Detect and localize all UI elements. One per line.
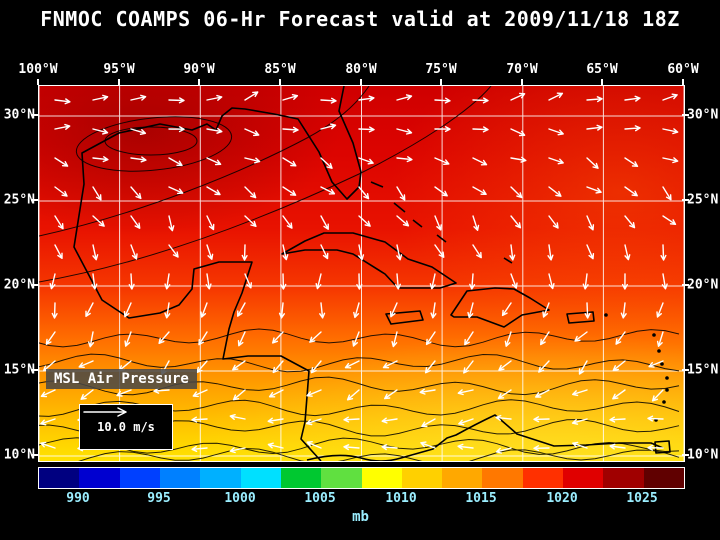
lat-label-right: 30°N [687,107,719,123]
colorbar-cell [119,468,160,488]
lat-label-right: 15°N [687,362,719,378]
colorbar-cell [39,468,80,488]
axis-tick [682,114,689,116]
axis-tick [279,79,281,85]
coastline-north-central-america [73,86,362,461]
coastline-lesser-antilles [604,313,669,422]
wind-speed-value: 10.0 m/s [97,420,155,434]
lat-label-left: 30°N [3,107,35,123]
axis-tick [360,79,362,85]
colorbar-cell [159,468,201,488]
colorbar-cell [522,468,564,488]
coastline-jamaica [385,310,424,325]
axis-tick [682,284,689,286]
lat-label-right: 25°N [687,192,719,208]
coastline-cuba [281,232,457,289]
lat-label-right: 20°N [687,277,719,293]
axis-tick [31,199,38,201]
colorbar-cell [603,468,644,488]
wind-speed-legend: 10.0 m/s [79,404,173,450]
colorbar-tick-label: 995 [147,491,171,506]
colorbar-cell [643,468,684,488]
colorbar-tick-label: 1020 [546,491,578,506]
colorbar-cell [482,468,523,488]
axis-tick [682,369,689,371]
axis-tick [37,79,39,85]
axis-tick [118,79,120,85]
lat-label-left: 10°N [3,447,35,463]
lat-label-left: 15°N [3,362,35,378]
field-label: MSL Air Pressure [46,369,197,389]
wind-vector-field [40,91,679,454]
lon-label: 95°W [103,62,135,77]
colorbar-cell [563,468,604,488]
lon-label: 70°W [506,62,538,77]
axis-tick [682,79,684,85]
axis-tick [440,79,442,85]
axis-tick [198,79,200,85]
coastline-bahamas [370,181,513,264]
axis-tick [31,284,38,286]
lon-label: 100°W [18,62,58,77]
coastlines [73,86,671,461]
coastline-south-america [306,414,664,461]
colorbar-tick-label: 1010 [385,491,417,506]
lon-label: 80°W [345,62,377,77]
colorbar-tick-label: 1005 [304,491,336,506]
grid-lines [39,86,684,461]
wind-arrow-icon [83,407,127,417]
colorbar-tick-label: 1015 [465,491,497,506]
map-canvas [39,86,684,461]
axis-tick [521,79,523,85]
axis-tick [31,369,38,371]
colorbar-cell [280,468,322,488]
lon-label: 90°W [183,62,215,77]
colorbar-cell [321,468,362,488]
axis-tick [682,199,689,201]
colorbar-cell [401,468,443,488]
colorbar-cell [200,468,241,488]
map-area: MSL Air Pressure 10.0 m/s [38,85,685,462]
axis-tick [31,114,38,116]
lat-label-left: 25°N [3,192,35,208]
lon-label: 60°W [667,62,699,77]
axis-tick [601,79,603,85]
chart-title: FNMOC COAMPS 06-Hr Forecast valid at 200… [40,7,680,31]
colorbar-cell [240,468,281,488]
axis-tick [682,454,689,456]
colorbar-tick-label: 1025 [626,491,658,506]
colorbar-unit: mb [352,509,369,525]
lat-label-right: 10°N [687,447,719,463]
colorbar [38,467,685,489]
lon-label: 85°W [264,62,296,77]
axis-tick [31,454,38,456]
lat-label-left: 20°N [3,277,35,293]
colorbar-cell [361,468,402,488]
coastline-hispaniola [450,287,550,328]
coastline-puerto-rico [566,311,595,324]
coastline-trinidad [654,440,671,454]
lon-label: 75°W [425,62,457,77]
colorbar-cell [442,468,483,488]
colorbar-tick-label: 1000 [224,491,256,506]
colorbar-tick-label: 990 [66,491,90,506]
lon-label: 65°W [586,62,618,77]
colorbar-cell [79,468,120,488]
